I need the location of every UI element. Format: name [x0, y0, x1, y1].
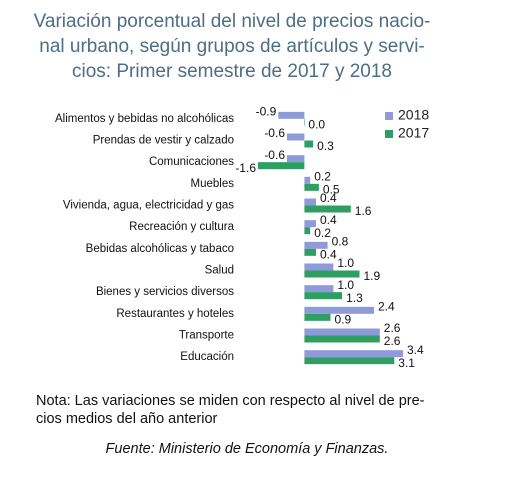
chart-title: cios: Primer semestre de 2017 y 2018: [72, 61, 392, 82]
value-label: 0.4: [320, 191, 337, 205]
value-label: 1.6: [355, 204, 372, 218]
value-label: 0.9: [335, 313, 352, 327]
bar: [304, 313, 331, 321]
bar: [304, 220, 316, 228]
source: Fuente: Ministerio de Economía y Finanza…: [106, 441, 389, 457]
bar: [304, 350, 403, 358]
value-label: 0.4: [320, 248, 337, 262]
value-label: 3.1: [398, 356, 415, 370]
category-label: Bebidas alcohólicas y tabaco: [86, 243, 234, 255]
value-label: 2.4: [378, 300, 395, 314]
category-label: Comunicaciones: [149, 156, 234, 168]
bar: [304, 285, 334, 293]
value-label: 0.0: [308, 118, 325, 132]
chart-title: Variación porcentual del nivel de precio…: [34, 11, 431, 32]
bar: [304, 263, 334, 271]
bar: [258, 162, 305, 170]
value-label: -0.9: [256, 105, 277, 119]
bar: [287, 155, 305, 163]
value-label: 1.0: [337, 278, 354, 292]
bar: [304, 227, 311, 235]
category-label: Recreación y cultura: [129, 221, 234, 233]
bar: [304, 292, 343, 300]
bar: [304, 335, 380, 343]
value-label: -1.6: [235, 161, 256, 175]
bar: [304, 198, 316, 206]
category-label: Alimentos y bebidas no alcohólicas: [55, 113, 234, 125]
value-label: 2.6: [384, 334, 401, 348]
note: cios medios del año anterior: [36, 411, 218, 427]
category-label: Transporte: [179, 330, 234, 342]
bar: [304, 118, 305, 126]
bar: [304, 183, 319, 191]
bar: [304, 328, 380, 336]
legend-marker: [385, 112, 393, 120]
value-label: 1.0: [337, 256, 354, 270]
bar: [304, 176, 311, 184]
value-label: 3.4: [407, 343, 424, 357]
value-label: 0.2: [314, 226, 331, 240]
bar: [304, 205, 351, 213]
value-label: 0.3: [317, 139, 334, 153]
chart-title: nal urbano, según grupos de artículos y …: [39, 36, 425, 57]
legend-label: 2018: [398, 107, 429, 123]
bar: [304, 270, 360, 278]
legend-label: 2017: [398, 125, 429, 141]
value-label: 0.2: [314, 170, 331, 184]
bar: [304, 140, 314, 148]
value-label: 0.4: [320, 213, 337, 227]
value-label: 1.3: [346, 291, 363, 305]
note: Nota: Las variaciones se miden con respe…: [36, 393, 425, 409]
category-label: Restaurantes y hoteles: [116, 308, 234, 320]
category-label: Salud: [205, 265, 234, 277]
category-label: Educación: [180, 351, 234, 363]
category-label: Vivienda, agua, electricidad y gas: [63, 200, 234, 212]
category-label: Prendas de vestir y calzado: [93, 135, 234, 147]
bar: [278, 111, 305, 119]
value-label: 1.9: [364, 269, 381, 283]
value-label: 0.8: [332, 235, 349, 249]
category-label: Bienes y servicios diversos: [96, 286, 234, 298]
category-label: Muebles: [191, 178, 235, 190]
bar: [304, 357, 395, 365]
value-label: 0.5: [323, 183, 340, 197]
legend-marker: [385, 130, 393, 138]
value-label: -0.6: [264, 148, 285, 162]
bar: [304, 241, 328, 249]
bar: [304, 248, 316, 256]
bar: [287, 133, 305, 141]
value-label: 2.6: [384, 321, 401, 335]
bar: [304, 306, 374, 314]
value-label: -0.6: [264, 126, 285, 140]
